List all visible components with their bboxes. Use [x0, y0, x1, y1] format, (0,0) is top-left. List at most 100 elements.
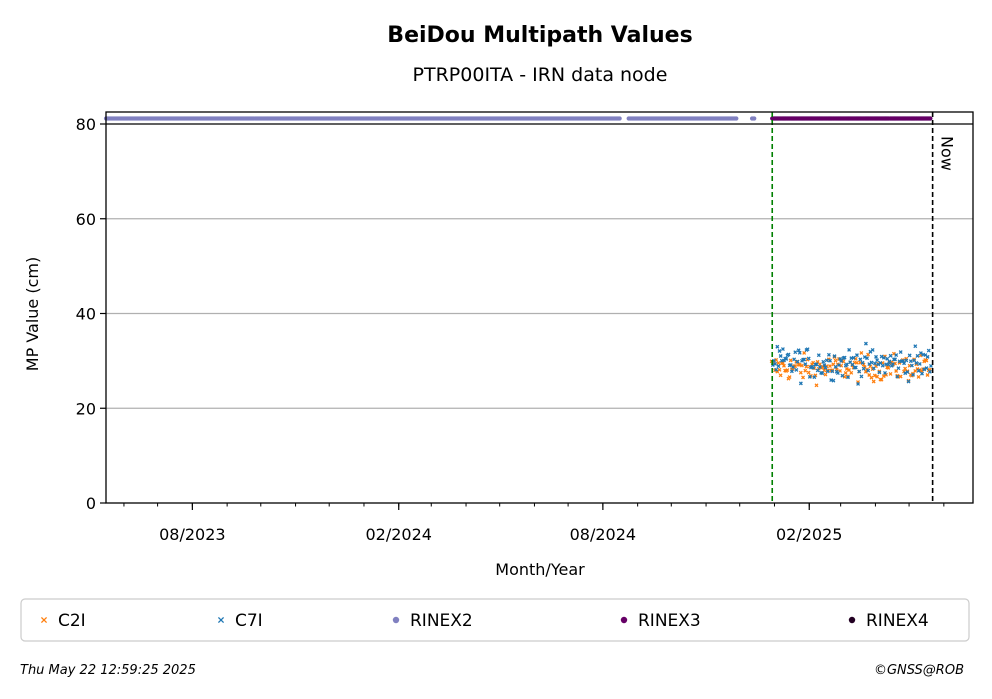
y-tick-label: 40	[76, 305, 96, 324]
legend-item-rinex4: RINEX4	[848, 611, 929, 631]
legend-item-rinex2: RINEX2	[392, 611, 473, 631]
marker-stroke	[874, 354, 878, 359]
data-point	[844, 366, 849, 371]
marker-stroke	[909, 363, 914, 368]
marker-stroke	[774, 357, 779, 362]
marker-stroke	[778, 373, 783, 378]
data-point	[814, 383, 819, 388]
marker-stroke	[924, 366, 929, 371]
data-point	[840, 373, 845, 378]
marker-stroke	[922, 367, 927, 372]
marker-stroke	[851, 355, 856, 360]
data-point	[922, 367, 927, 372]
data-point	[807, 374, 812, 379]
data-point	[920, 371, 924, 376]
data-point	[784, 356, 789, 361]
marker-stroke	[806, 356, 811, 361]
marker-stroke	[920, 371, 924, 376]
data-point	[830, 369, 835, 374]
data-point	[806, 370, 811, 375]
data-point	[823, 372, 828, 377]
marker-stroke	[770, 363, 775, 368]
data-point	[900, 359, 905, 364]
data-point	[866, 352, 871, 357]
marker-stroke	[805, 347, 810, 352]
data-point	[617, 116, 622, 121]
marker-stroke	[905, 370, 910, 375]
data-point	[780, 361, 785, 365]
data-point	[908, 359, 913, 364]
data-point	[794, 367, 799, 372]
marker-stroke	[803, 368, 808, 373]
data-point	[817, 365, 822, 369]
legend-item-c2i: C2I	[40, 611, 86, 631]
data-point	[862, 355, 867, 360]
x-tick-label: 02/2025	[776, 525, 842, 544]
data-point	[803, 368, 808, 373]
data-point	[865, 356, 870, 361]
marker-stroke	[914, 361, 919, 365]
data-point	[925, 373, 930, 377]
marker-stroke	[812, 375, 817, 380]
marker-stroke	[854, 360, 859, 365]
marker-stroke	[828, 358, 832, 363]
data-point	[833, 358, 838, 363]
marker-stroke	[773, 361, 778, 366]
data-point	[812, 375, 817, 380]
marker-stroke	[879, 354, 884, 359]
data-point	[924, 358, 929, 363]
marker-stroke	[774, 367, 779, 372]
marker-stroke	[811, 365, 816, 370]
marker-stroke	[925, 373, 930, 377]
marker-stroke	[842, 374, 847, 379]
data-point	[854, 360, 859, 365]
x-axis: 08/2023 02/2024 08/2024 02/2025	[123, 503, 945, 544]
data-point	[898, 374, 903, 379]
legend-marker	[620, 616, 628, 624]
marker-stroke	[895, 374, 900, 379]
marker-stroke	[927, 369, 932, 374]
data-point	[795, 359, 800, 364]
marker-stroke	[915, 353, 920, 358]
data-point	[774, 367, 779, 372]
data-point	[778, 354, 783, 358]
data-point	[796, 348, 801, 353]
data-point	[879, 377, 884, 382]
data-point	[775, 344, 780, 349]
data-layer	[769, 341, 933, 388]
marker-stroke	[831, 378, 836, 383]
marker-stroke	[794, 367, 799, 372]
marker-stroke	[797, 362, 802, 367]
marker-stroke	[846, 375, 850, 380]
marker-stroke	[888, 372, 893, 376]
marker-stroke	[917, 361, 922, 366]
data-point	[792, 357, 797, 362]
marker-stroke	[776, 361, 781, 365]
marker-stroke	[861, 366, 866, 371]
data-point	[773, 361, 778, 366]
data-point	[844, 362, 849, 367]
marker-stroke	[788, 358, 793, 363]
x-tick-label: 08/2024	[570, 525, 636, 544]
marker-stroke	[868, 364, 873, 369]
marker-stroke	[924, 358, 929, 363]
data-point	[894, 369, 899, 373]
data-point	[863, 341, 868, 346]
legend-marker	[40, 616, 48, 624]
data-point	[822, 368, 827, 373]
data-point	[911, 372, 915, 377]
data-point	[847, 368, 851, 372]
marker-stroke	[40, 616, 48, 624]
marker-stroke	[802, 357, 807, 362]
data-point	[802, 350, 807, 355]
data-point	[895, 374, 900, 379]
data-point	[798, 370, 803, 375]
marker-stroke	[798, 381, 803, 386]
chart-subtitle: PTRP00ITA - IRN data node	[413, 64, 668, 86]
y-axis: 0 20 40 60 80	[76, 115, 106, 513]
marker-stroke	[777, 367, 782, 372]
data-point	[831, 378, 836, 383]
marker-stroke	[835, 371, 840, 376]
data-point	[789, 369, 794, 374]
data-point	[879, 354, 884, 359]
